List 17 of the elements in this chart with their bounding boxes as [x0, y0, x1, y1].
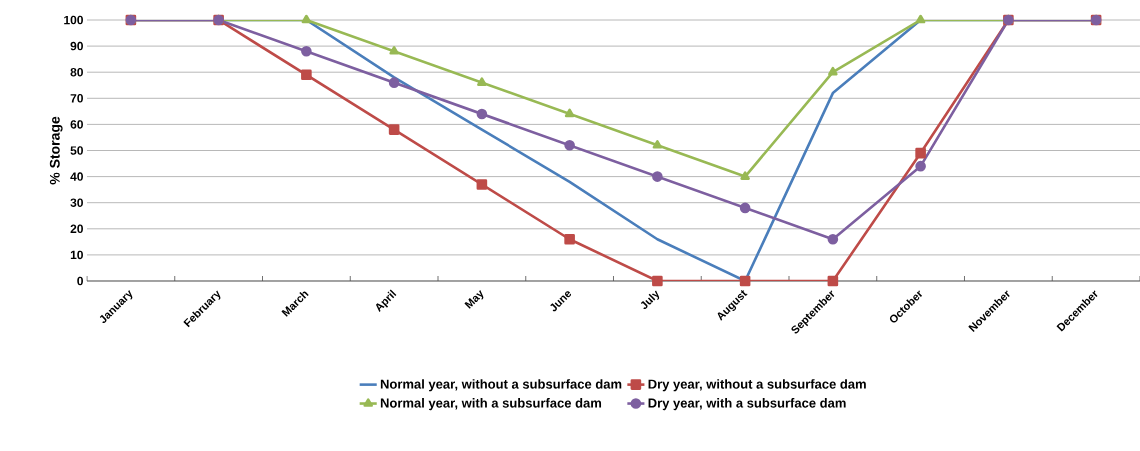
y-axis-title: % Storage [49, 116, 63, 185]
y-tick-label: 40 [70, 172, 83, 181]
legend-label: Dry year, with a subsurface dam [648, 398, 846, 411]
y-tick-label: 20 [70, 224, 83, 234]
y-tick-label: 60 [70, 120, 83, 129]
y-tick-label: 0 [77, 276, 83, 286]
x-tick-label: July [640, 290, 660, 310]
legend-label: Normal year, with a subsurface dam [380, 398, 602, 411]
legend-label: Dry year, without a subsurface dam [648, 379, 866, 392]
legend-label: Normal year, without a subsurface dam [380, 379, 622, 392]
y-tick-label: 80 [70, 67, 83, 77]
y-tick-label: 10 [70, 250, 83, 260]
y-tick-label: 50 [70, 146, 83, 155]
y-tick-label: 100 [64, 15, 83, 25]
y-tick-label: 30 [70, 198, 83, 207]
y-tick-label: 90 [70, 41, 83, 51]
y-tick-label: 70 [70, 94, 83, 103]
